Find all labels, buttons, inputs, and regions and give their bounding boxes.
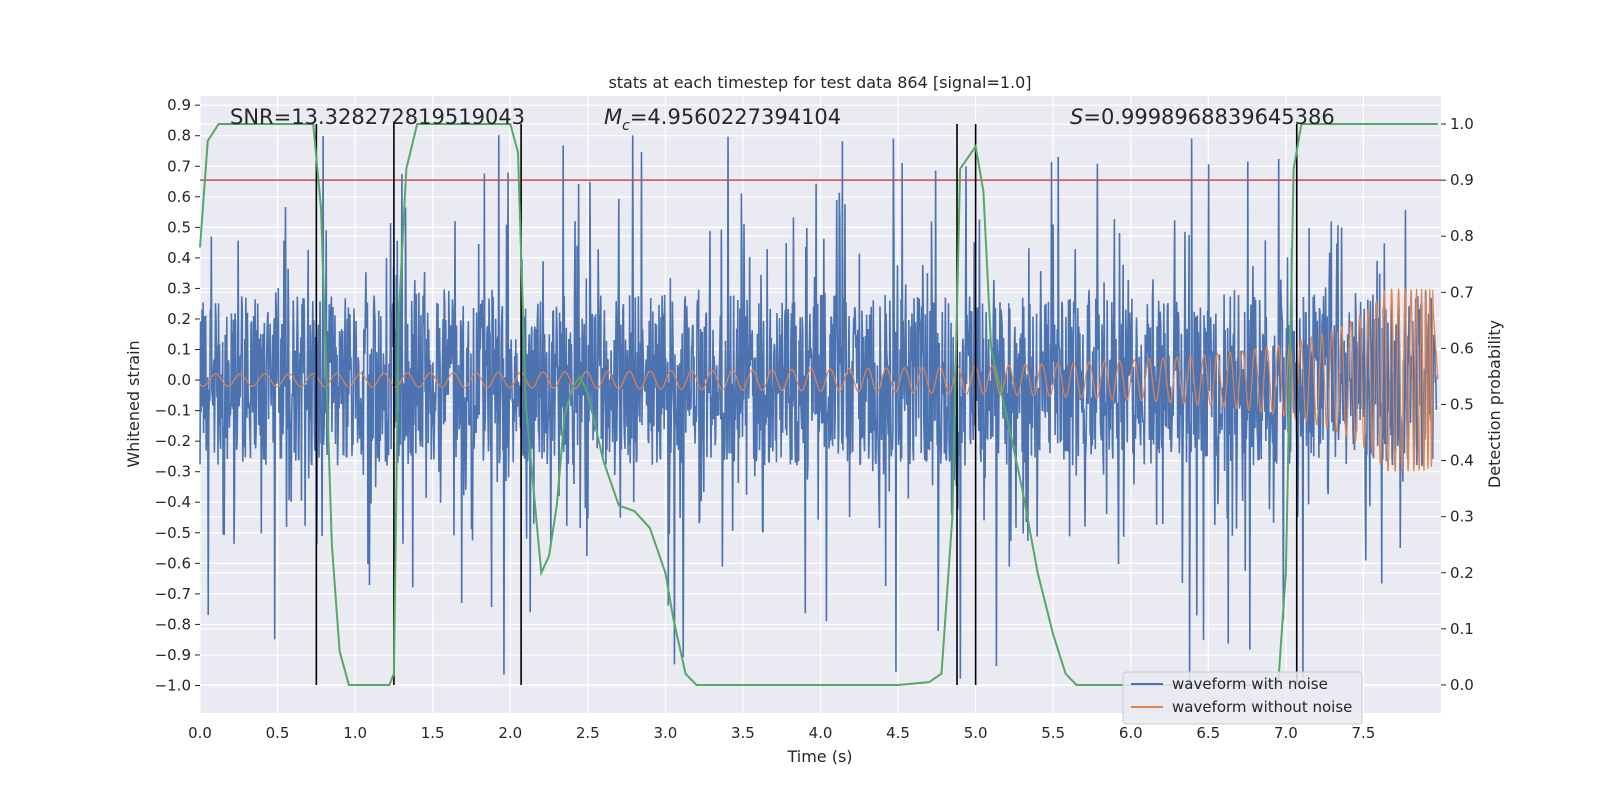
y-tick-11: −0.2 xyxy=(155,432,191,450)
y-axis-title: Whitened strain xyxy=(124,340,143,467)
y2-tick-3: 0.7 xyxy=(1450,283,1474,301)
annotation-chirp-mass: Mc=4.9560227394104 xyxy=(604,105,841,134)
x-tick-6: 3.0 xyxy=(653,724,677,742)
y-axis-ticks: 0.9 0.8 0.7 0.6 0.5 0.4 0.3 0.2 0.1 0.0 −0.1 −0.2 −0… xyxy=(155,96,200,695)
y-tick-7: 0.2 xyxy=(167,310,191,328)
x-tick-10: 5.0 xyxy=(964,724,988,742)
y-tick-9: 0.0 xyxy=(167,371,191,389)
y2-tick-6: 0.4 xyxy=(1450,452,1474,470)
y2-tick-9: 0.1 xyxy=(1450,620,1474,638)
x-tick-14: 7.0 xyxy=(1274,724,1298,742)
legend-box xyxy=(1122,671,1363,725)
y-tick-18: −0.9 xyxy=(155,646,191,664)
y-tick-4: 0.5 xyxy=(167,218,191,236)
x-tick-0: 0.0 xyxy=(188,724,212,742)
annotation-chirp-mass-symbol: M xyxy=(604,105,622,129)
annotation-s-symbol: S xyxy=(1070,105,1083,129)
x-tick-11: 5.5 xyxy=(1041,724,1065,742)
x-tick-1: 0.5 xyxy=(266,724,290,742)
legend: waveform with noise waveform without noi… xyxy=(1122,671,1363,725)
legend-label-noise: waveform with noise xyxy=(1172,675,1328,693)
y2-axis-ticks: 1.0 0.9 0.8 0.7 0.6 0.5 0.4 0.3 0.2 0.1 0.0 xyxy=(1441,115,1474,694)
series-waveform-with-noise xyxy=(199,135,1438,684)
y2-tick-10: 0.0 xyxy=(1450,676,1474,694)
y2-tick-7: 0.3 xyxy=(1450,508,1474,526)
x-tick-4: 2.0 xyxy=(498,724,522,742)
y-tick-1: 0.8 xyxy=(167,127,191,145)
annotation-chirp-mass-subscript: c xyxy=(622,118,630,134)
annotation-s-score: S=0.9998968839645386 xyxy=(1070,105,1335,129)
annotation-s-value: =0.9998968839645386 xyxy=(1083,105,1334,129)
y2-tick-4: 0.6 xyxy=(1450,339,1474,357)
y-tick-10: −0.1 xyxy=(155,402,191,420)
x-tick-5: 2.5 xyxy=(576,724,600,742)
y-tick-6: 0.3 xyxy=(167,279,191,297)
y2-tick-8: 0.2 xyxy=(1450,564,1474,582)
y-tick-16: −0.7 xyxy=(155,585,191,603)
annotation-snr: SNR=13.328272819519043 xyxy=(230,105,525,129)
y-tick-0: 0.9 xyxy=(167,96,191,114)
vertical-markers xyxy=(315,124,1298,685)
y-tick-15: −0.6 xyxy=(155,554,191,572)
y2-tick-2: 0.8 xyxy=(1450,227,1474,245)
x-axis-title: Time (s) xyxy=(786,747,852,766)
clean-waveform-line xyxy=(199,288,1439,472)
series-detection-probability xyxy=(199,123,1438,686)
x-tick-7: 3.5 xyxy=(731,724,755,742)
y-tick-17: −0.8 xyxy=(155,615,191,633)
probability-line xyxy=(199,123,1438,686)
y-tick-14: −0.5 xyxy=(155,524,191,542)
y-tick-8: 0.1 xyxy=(167,341,191,359)
chart-title: stats at each timestep for test data 864… xyxy=(608,73,1031,92)
legend-label-clean: waveform without noise xyxy=(1172,698,1352,716)
x-tick-12: 6.0 xyxy=(1119,724,1143,742)
x-tick-9: 4.5 xyxy=(886,724,910,742)
annotation-chirp-mass-value: =4.9560227394104 xyxy=(630,105,841,129)
y2-tick-5: 0.5 xyxy=(1450,396,1474,414)
y-tick-3: 0.6 xyxy=(167,188,191,206)
y-tick-19: −1.0 xyxy=(155,677,191,695)
x-tick-13: 6.5 xyxy=(1196,724,1220,742)
noise-waveform-line xyxy=(199,135,1438,684)
y-tick-2: 0.7 xyxy=(167,157,191,175)
y-tick-12: −0.3 xyxy=(155,463,191,481)
series-waveform-without-noise xyxy=(199,288,1439,472)
x-axis-ticks: 0.0 0.5 1.0 1.5 2.0 2.5 3.0 3.5 4.0 4.5 5.0 5.5 6.0 6… xyxy=(188,724,1375,742)
y2-axis-title: Detection probability xyxy=(1485,320,1504,488)
x-tick-15: 7.5 xyxy=(1352,724,1376,742)
y-tick-13: −0.4 xyxy=(155,493,191,511)
y2-tick-1: 0.9 xyxy=(1450,171,1474,189)
x-tick-2: 1.0 xyxy=(343,724,367,742)
x-tick-3: 1.5 xyxy=(421,724,445,742)
x-tick-8: 4.0 xyxy=(809,724,833,742)
y-tick-5: 0.4 xyxy=(167,249,191,267)
y2-tick-0: 1.0 xyxy=(1450,115,1474,133)
